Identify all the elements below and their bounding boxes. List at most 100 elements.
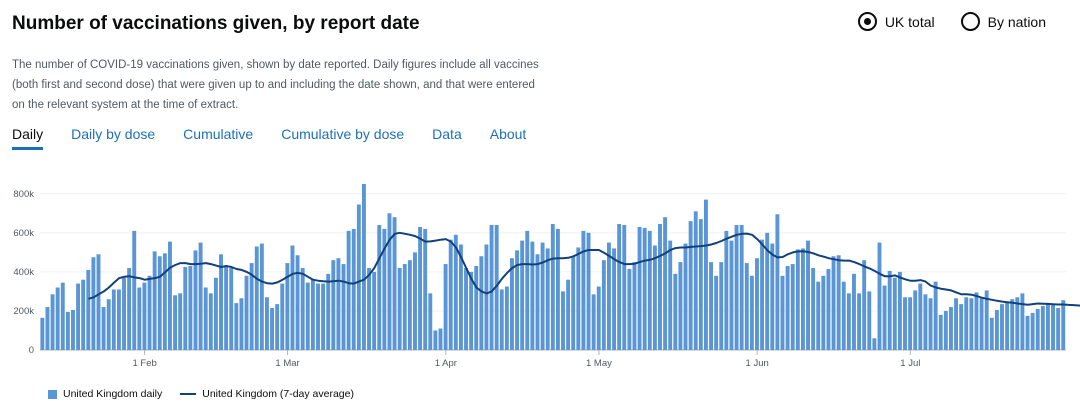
daily-bar — [162, 253, 167, 350]
daily-bar — [520, 240, 525, 350]
daily-bar — [178, 293, 183, 350]
daily-bar — [453, 234, 458, 350]
tab-daily-by-dose[interactable]: Daily by dose — [71, 126, 156, 142]
daily-bar — [377, 225, 382, 350]
daily-bar — [658, 224, 662, 350]
daily-bar — [1051, 305, 1055, 350]
daily-bar — [770, 243, 775, 350]
y-tick-label: 600k — [13, 228, 34, 239]
daily-bar — [872, 338, 877, 350]
daily-bar — [709, 262, 713, 350]
daily-bar — [387, 213, 392, 350]
daily-bar — [96, 254, 101, 350]
daily-bar — [193, 250, 198, 350]
legend-item-daily: United Kingdom daily — [48, 388, 162, 400]
page-title: Number of vaccinations given, by report … — [12, 13, 420, 34]
daily-bar — [540, 242, 545, 350]
daily-bar — [407, 260, 412, 350]
daily-bar — [458, 244, 463, 350]
daily-bar — [943, 310, 948, 350]
daily-bar — [892, 277, 897, 350]
daily-bar — [913, 290, 918, 350]
radio-uk-total-label: UK total — [884, 13, 935, 30]
daily-bar — [908, 297, 913, 350]
daily-bar — [683, 243, 688, 350]
daily-bar — [213, 277, 218, 350]
daily-bar — [765, 232, 770, 350]
daily-bar — [775, 214, 780, 350]
daily-bar — [571, 256, 576, 350]
daily-bar — [622, 225, 627, 350]
daily-bar — [545, 248, 550, 350]
daily-bar — [846, 293, 851, 350]
daily-bar — [305, 282, 310, 350]
daily-bar — [938, 314, 943, 350]
daily-bar — [310, 279, 315, 350]
daily-bar — [356, 204, 361, 350]
daily-bar — [428, 293, 433, 350]
daily-bar — [678, 262, 683, 350]
daily-bar — [418, 226, 423, 350]
daily-bar — [831, 256, 836, 350]
daily-bar — [504, 286, 509, 350]
radio-selected-icon — [857, 12, 877, 31]
daily-bar — [550, 224, 555, 350]
daily-bar — [617, 224, 622, 350]
daily-bar — [198, 242, 203, 350]
daily-bar — [132, 230, 137, 350]
daily-bar — [729, 240, 734, 350]
daily-bar — [933, 281, 938, 350]
daily-bar — [903, 297, 907, 350]
daily-bar — [341, 264, 346, 350]
daily-bar — [698, 219, 703, 350]
daily-bar — [994, 309, 999, 350]
daily-bar — [887, 270, 892, 350]
daily-bar — [1061, 300, 1066, 350]
daily-bar — [785, 266, 790, 350]
tab-cumulative[interactable]: Cumulative — [183, 126, 254, 142]
daily-bar — [535, 254, 540, 350]
daily-bar — [647, 230, 652, 350]
daily-bar — [1030, 312, 1035, 350]
daily-bar — [862, 260, 867, 350]
radio-uk-total[interactable]: UK total — [857, 12, 935, 31]
daily-bar — [816, 281, 821, 350]
daily-bar — [91, 257, 96, 350]
tab-about[interactable]: About — [489, 126, 527, 142]
tab-data[interactable]: Data — [432, 126, 462, 142]
daily-bar — [433, 330, 438, 350]
daily-bar — [948, 307, 953, 350]
daily-bar — [974, 292, 979, 350]
radio-by-nation[interactable]: By nation — [960, 12, 1046, 31]
daily-bar — [464, 267, 468, 350]
daily-bar — [168, 241, 172, 350]
seven-day-average-line — [88, 231, 1080, 307]
daily-bar — [555, 228, 560, 350]
daily-bar — [157, 256, 162, 350]
daily-bar — [923, 294, 928, 350]
daily-bar — [1056, 308, 1061, 350]
daily-bar — [111, 289, 116, 350]
daily-bar — [632, 262, 637, 350]
daily-bar — [719, 262, 724, 350]
y-tick-label: 800k — [13, 189, 34, 200]
y-tick-label: 200k — [13, 306, 34, 317]
daily-bar — [402, 264, 407, 350]
daily-bar — [438, 328, 443, 350]
daily-bar — [1025, 315, 1030, 350]
daily-bar — [673, 273, 678, 350]
daily-bar — [479, 256, 484, 350]
daily-bar — [300, 267, 305, 350]
daily-bar — [367, 267, 371, 350]
radio-by-nation-label: By nation — [987, 13, 1046, 30]
daily-bar — [499, 289, 504, 350]
daily-bar — [984, 290, 989, 350]
y-tick-label: 0 — [29, 345, 34, 356]
daily-bar — [882, 285, 887, 350]
daily-bar — [581, 230, 586, 350]
daily-bar — [331, 260, 336, 350]
daily-bar — [1015, 297, 1020, 350]
tab-daily[interactable]: Daily — [12, 126, 44, 150]
daily-bar — [857, 293, 862, 350]
tab-cumulative-by-dose[interactable]: Cumulative by dose — [281, 126, 405, 142]
